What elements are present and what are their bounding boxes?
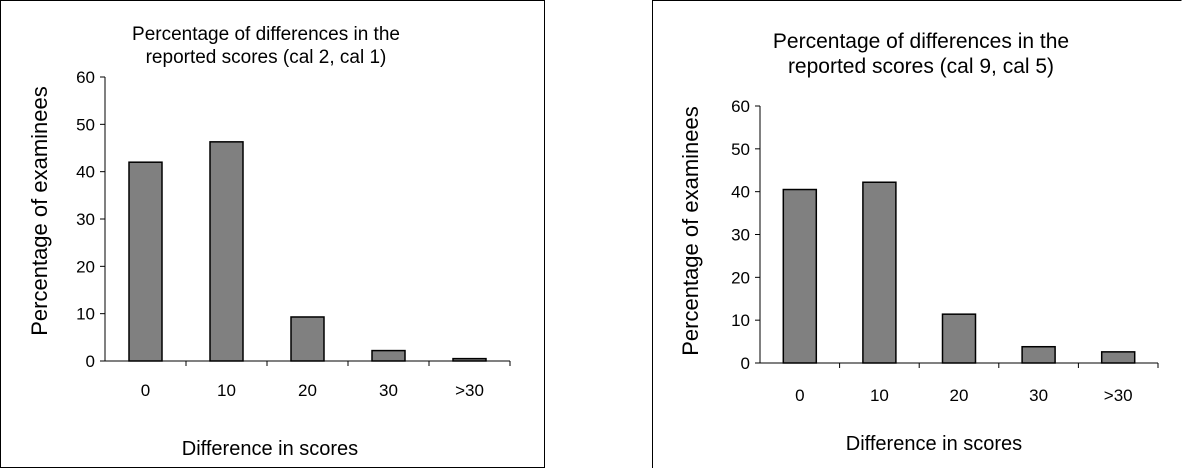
x-category-label: 0 (141, 381, 150, 400)
x-category-label: 0 (795, 386, 804, 405)
chart-title-line-2: reported scores (cal 2, cal 1) (146, 47, 387, 68)
x-category-label: >30 (455, 381, 484, 400)
y-axis-label: Percentage of examinees (678, 106, 703, 356)
y-tick-label: 20 (731, 268, 750, 287)
x-category-label: 10 (217, 381, 236, 400)
bar-30 (1021, 345, 1056, 364)
y-tick-label: 0 (741, 354, 750, 373)
bar-10 (209, 141, 244, 362)
x-category-label: 20 (950, 386, 969, 405)
chart-frame (652, 0, 1182, 468)
y-axis-label: Percentage of examinees (27, 86, 52, 336)
x-category-label: 30 (379, 381, 398, 400)
y-tick-label: 50 (76, 115, 95, 134)
y-tick-label: 30 (731, 226, 750, 245)
x-category-label: 30 (1029, 386, 1048, 405)
bar-gt30 (452, 357, 487, 362)
x-axis-label: Difference in scores (182, 438, 358, 460)
y-tick-label: 30 (76, 210, 95, 229)
x-category-label: 20 (298, 381, 317, 400)
y-tick-label: 40 (76, 163, 95, 182)
y-tick-label: 60 (731, 97, 750, 116)
bar-20 (941, 313, 977, 364)
y-tick-label: 10 (76, 305, 95, 324)
y-tick-label: 0 (86, 352, 95, 371)
bar-10 (862, 181, 897, 364)
y-tick-label: 60 (76, 68, 95, 87)
chart-frame (0, 0, 545, 468)
chart-title-line-2: reported scores (cal 9, cal 5) (788, 55, 1054, 78)
bar-gt30 (1100, 351, 1136, 364)
chart-title-line-1: Percentage of differences in the (773, 30, 1069, 53)
x-category-label: 10 (870, 386, 889, 405)
y-tick-label: 10 (731, 311, 750, 330)
y-tick-label: 50 (731, 140, 750, 159)
x-category-label: >30 (1104, 386, 1133, 405)
chart-right-svg: Percentage of differences in the reporte… (652, 0, 1182, 468)
bar-30 (371, 349, 406, 362)
chart-left: Percentage of differences in the reporte… (0, 0, 545, 468)
bar-0 (782, 188, 818, 364)
chart-right: Percentage of differences in the reporte… (652, 0, 1182, 468)
x-axis-label: Difference in scores (846, 433, 1022, 455)
y-tick-label: 40 (731, 183, 750, 202)
chart-left-svg: Percentage of differences in the reporte… (0, 0, 545, 468)
bar-20 (290, 316, 325, 362)
y-tick-label: 20 (76, 257, 95, 276)
bar-0 (128, 161, 163, 362)
chart-title-line-1: Percentage of differences in the (132, 24, 400, 45)
